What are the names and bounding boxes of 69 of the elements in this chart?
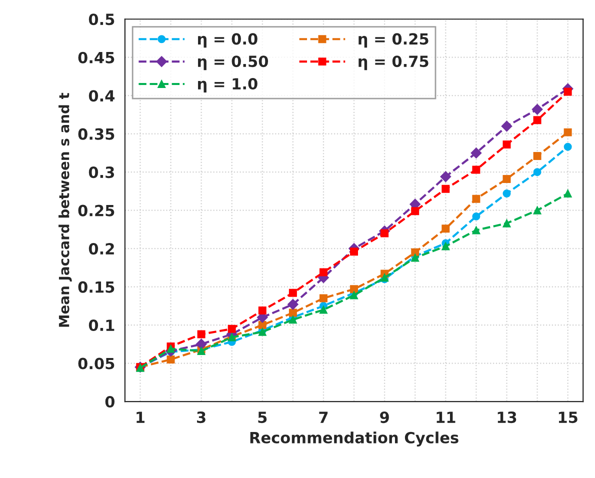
point [502, 190, 511, 198]
x-tick-label: 15 [558, 412, 578, 424]
x-tick-label: 3 [197, 412, 206, 424]
point [319, 294, 328, 302]
legend-label: η = 0.75 [358, 56, 428, 70]
point [166, 344, 175, 353]
point [533, 152, 542, 160]
point [288, 308, 297, 317]
point [196, 338, 207, 350]
point [442, 242, 450, 250]
point [564, 128, 572, 136]
point [442, 224, 450, 233]
y-tick-label: 0.1 [88, 320, 114, 332]
legend-label: η = 0.25 [358, 33, 428, 48]
point [532, 104, 543, 115]
point [442, 184, 450, 193]
point [288, 316, 297, 324]
point [472, 212, 480, 220]
point [350, 285, 358, 294]
y-tick-label: 0.4 [88, 90, 115, 102]
x-tick-label: 11 [436, 412, 456, 423]
y-tick-label: 0.3 [88, 166, 114, 178]
point [197, 330, 206, 338]
point [564, 190, 572, 198]
x-tick-label: 7 [319, 412, 328, 423]
legend-label: η = 0.50 [198, 56, 268, 70]
point [564, 142, 572, 151]
point [502, 140, 511, 149]
point [472, 166, 480, 174]
x-tick-label: 1 [136, 412, 144, 423]
point [472, 194, 480, 203]
y-tick-label: 0 [105, 396, 114, 408]
point [228, 324, 236, 333]
point [350, 291, 358, 300]
y-tick-label: 0.25 [78, 204, 114, 216]
point [564, 88, 572, 96]
x-tick-label: 9 [380, 412, 389, 424]
y-tick-label: 0.05 [78, 358, 114, 370]
legend-label: η = 0.0 [198, 33, 258, 48]
x-axis-title: Recommendation Cycles [250, 432, 458, 446]
y-axis-title: Mean Jaccard between s and t [58, 92, 72, 327]
point [411, 248, 420, 256]
point [533, 206, 542, 214]
y-tick-label: 0.45 [78, 52, 114, 64]
point [502, 219, 511, 228]
point [258, 306, 266, 314]
point [440, 171, 452, 182]
legend-label: η = 1.0 [198, 78, 258, 93]
point [258, 321, 266, 330]
point [533, 116, 542, 124]
point [411, 207, 420, 216]
y-tick-label: 0.15 [78, 281, 114, 293]
point [350, 248, 358, 256]
point [533, 168, 542, 176]
point [288, 288, 297, 297]
point [319, 306, 328, 314]
y-tick-label: 0.5 [88, 14, 114, 26]
point [288, 298, 298, 310]
y-tick-label: 0.2 [88, 243, 114, 255]
point [319, 268, 328, 276]
point [472, 226, 480, 234]
point [380, 229, 389, 238]
x-tick-label: 13 [498, 412, 516, 424]
y-tick-label: 0.35 [78, 128, 114, 140]
point [470, 148, 482, 158]
point [501, 120, 512, 132]
x-tick-label: 5 [258, 412, 267, 424]
point [166, 355, 175, 364]
point [502, 174, 511, 183]
